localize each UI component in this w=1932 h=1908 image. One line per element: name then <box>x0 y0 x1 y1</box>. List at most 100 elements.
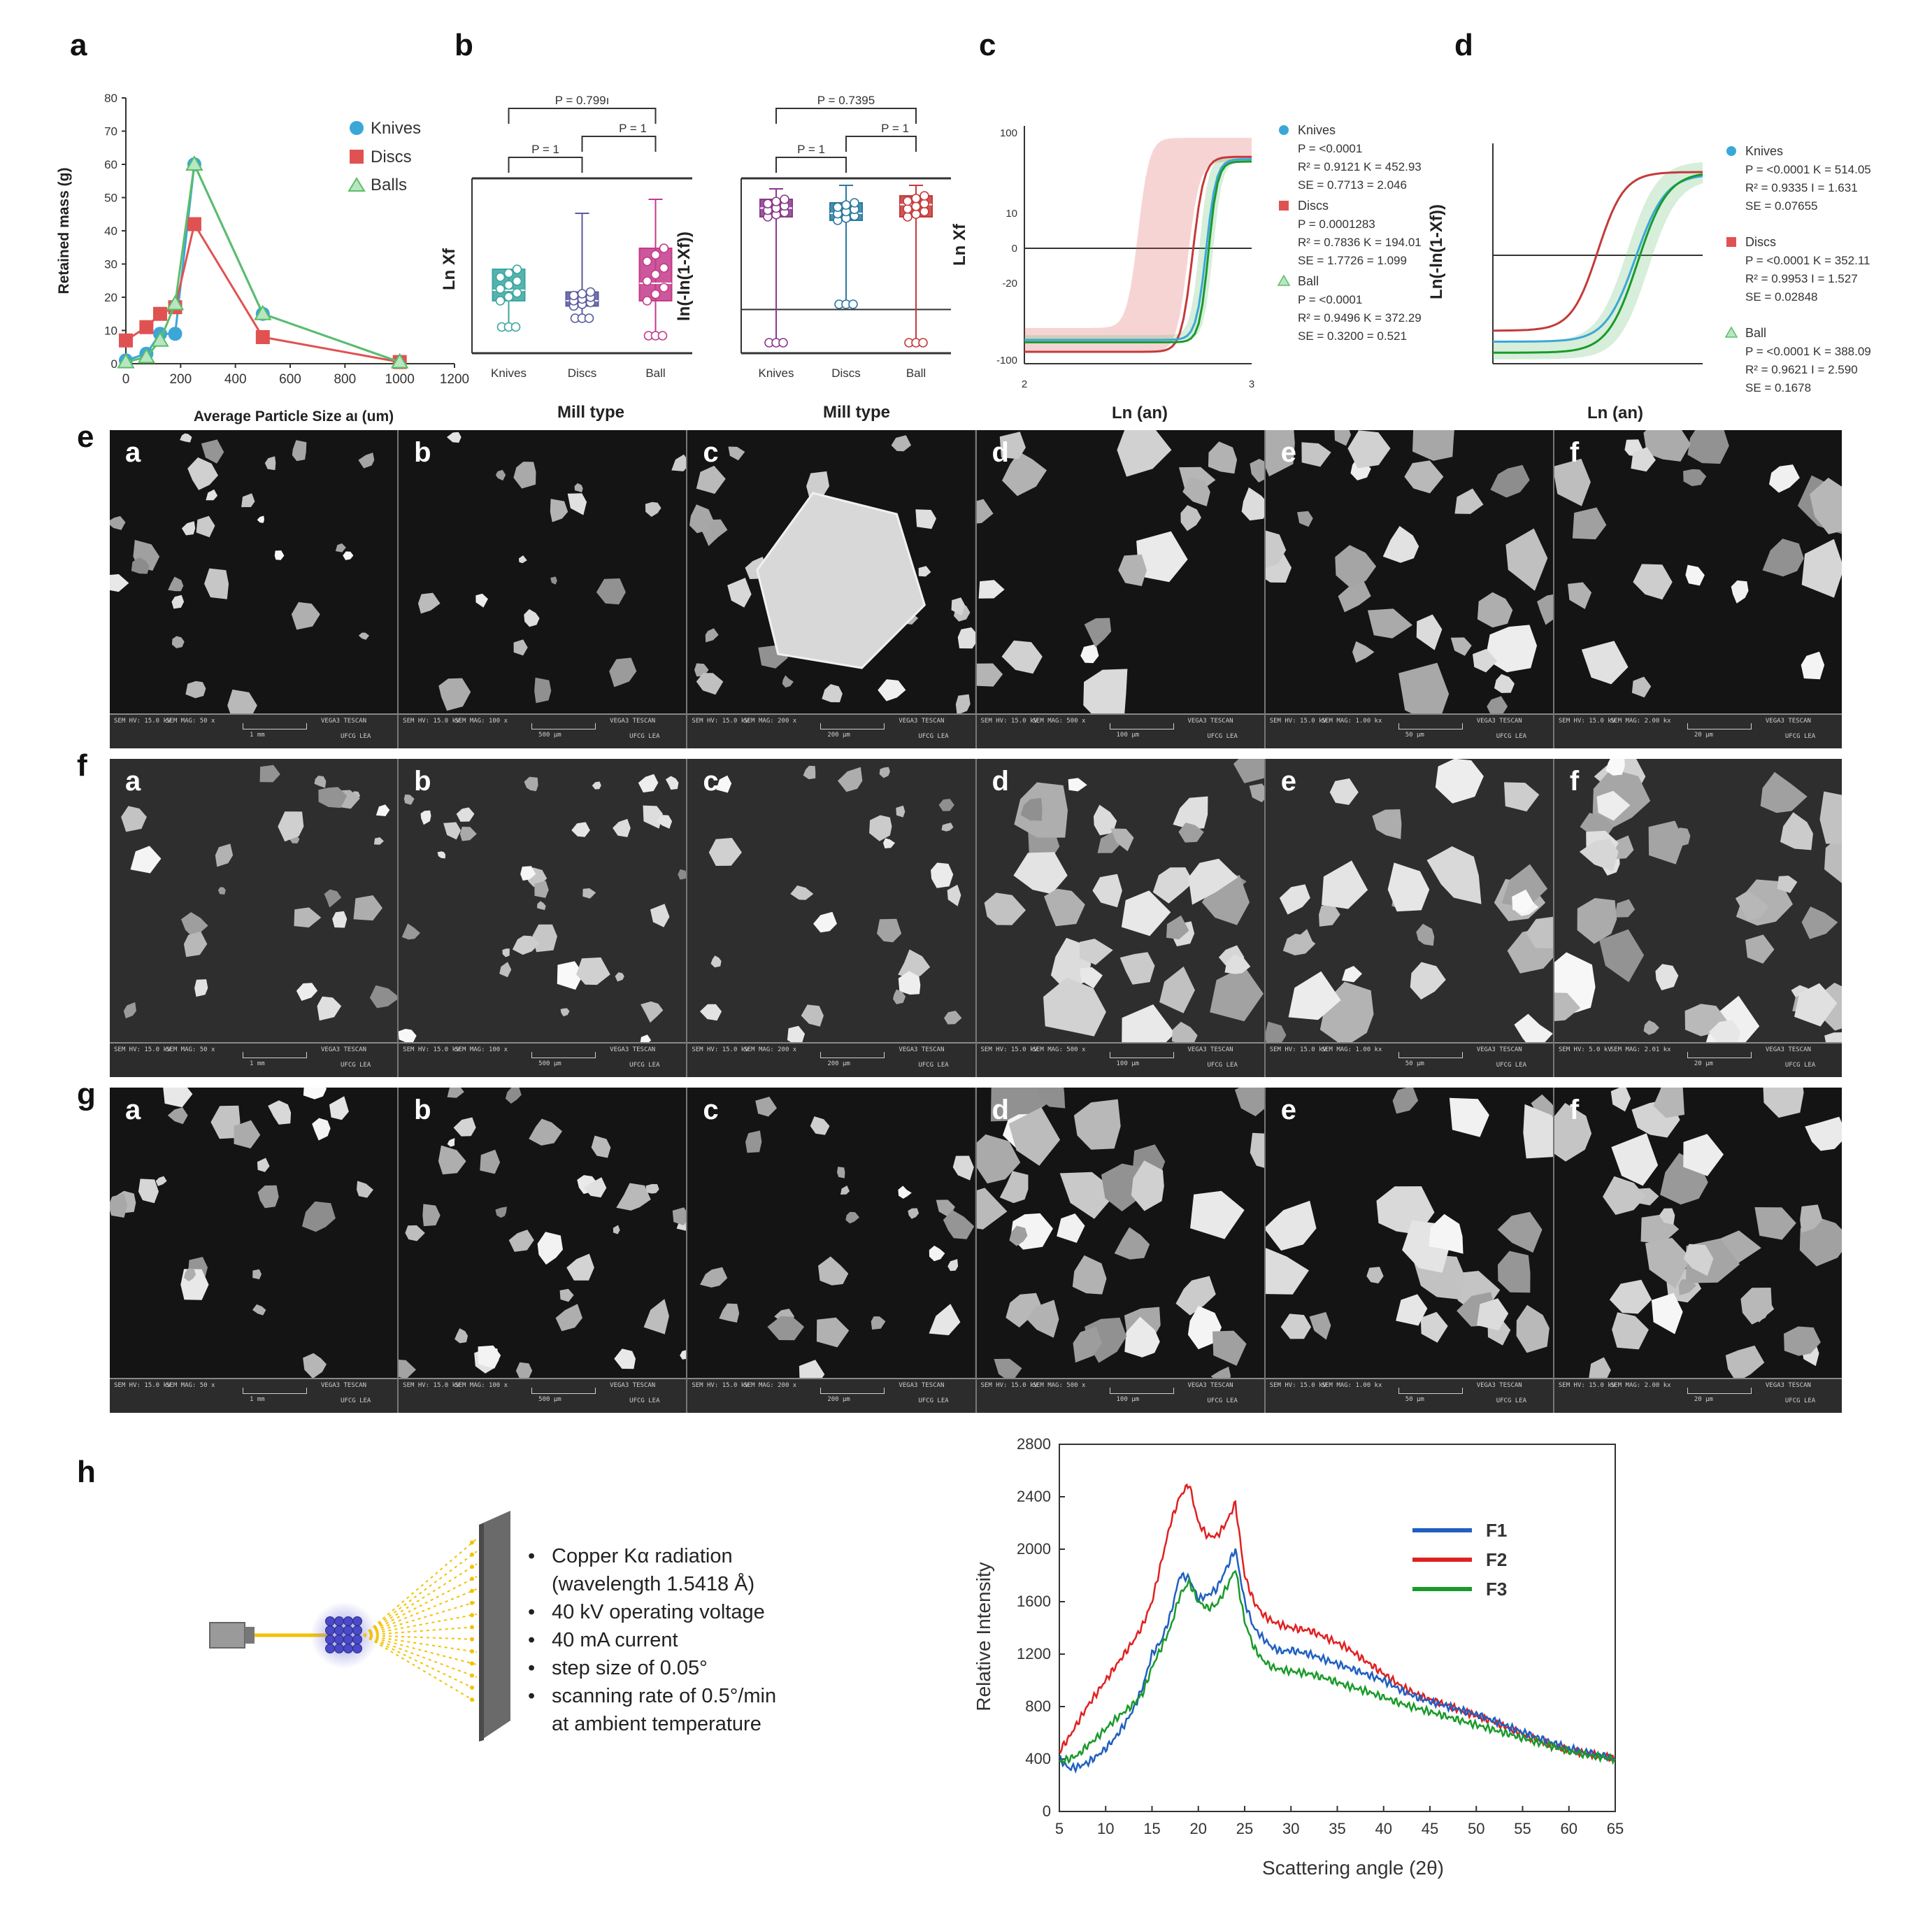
sem-particle <box>943 1210 975 1239</box>
sem-particle <box>437 851 446 859</box>
legend-balls-marker <box>348 177 366 192</box>
sem-particle <box>958 627 975 649</box>
legend-f1-label: F1 <box>1486 1520 1507 1541</box>
sem-scale-bar <box>1398 1052 1463 1058</box>
sem-micrograph <box>687 430 975 715</box>
sem-footer-lab: UFCG LEA <box>1207 733 1238 740</box>
sem-image-f-b: b SEM HV: 15.0 kV SEM MAG: 100 x VEGA3 TESC… <box>399 759 688 1077</box>
legend-stat-line: R² = 0.9121 K = 452.93 <box>1298 160 1422 173</box>
sem-particle <box>399 1029 417 1044</box>
sem-footer-mag: SEM MAG: 2.00 kx <box>1610 1382 1671 1389</box>
diffracted-ray <box>363 1635 478 1690</box>
sem-particle <box>1708 1020 1741 1044</box>
sem-particle <box>524 608 540 627</box>
legend-marker-knives <box>1726 146 1736 156</box>
sem-particle <box>941 823 954 832</box>
sem-scale-bar <box>243 723 307 729</box>
sem-particle <box>719 1303 740 1323</box>
sem-particle <box>1019 797 1043 821</box>
sem-particle <box>1079 967 1103 989</box>
sem-particle <box>645 1183 659 1194</box>
sample-atom <box>343 1644 353 1653</box>
sem-image-g-f: f SEM HV: 15.0 kV SEM MAG: 2.00 kx VEGA3 TE… <box>1554 1088 1842 1413</box>
sem-particle <box>418 592 441 614</box>
sem-particle <box>513 935 540 955</box>
sem-particle <box>1643 430 1691 462</box>
box-data-point <box>584 313 594 323</box>
sem-particle <box>1631 447 1656 472</box>
legend-label-discs: Discs <box>1745 235 1776 249</box>
sem-particle <box>877 918 902 943</box>
sem-footer-hv: SEM HV: 15.0 kV <box>692 718 749 725</box>
sem-scale-bar <box>820 1052 885 1058</box>
sem-particle <box>1554 1102 1591 1162</box>
sample-atom <box>352 1635 362 1644</box>
sem-particle <box>1412 430 1454 461</box>
sem-footer-hv: SEM HV: 15.0 kV <box>980 718 1038 725</box>
sem-particle <box>204 568 229 599</box>
sem-scale-bar <box>531 1388 596 1394</box>
p-value-label: P = 0.7395 <box>817 94 875 107</box>
sem-footer-scale: 500 μm <box>538 1396 561 1403</box>
sem-particle <box>1209 966 1264 1022</box>
sem-particle <box>1321 860 1368 909</box>
sem-particle <box>1124 1316 1160 1358</box>
sem-tile-label: a <box>125 1095 141 1125</box>
sem-particle <box>171 636 185 648</box>
sem-particle <box>976 663 1003 687</box>
sem-footer-lab: UFCG LEA <box>1496 1397 1527 1404</box>
sem-particle <box>1490 464 1530 498</box>
legend-stat-line: SE = 0.07655 <box>1745 199 1818 213</box>
sem-particle <box>1579 839 1619 871</box>
ray-hit-dot <box>470 1685 474 1690</box>
sem-particle <box>976 499 994 524</box>
sem-particle <box>1234 1088 1264 1116</box>
sem-particle <box>1172 796 1208 830</box>
sem-footer-scale: 200 μm <box>827 1396 850 1403</box>
box-data-point <box>642 276 652 286</box>
sem-particle <box>1605 759 1625 776</box>
series-line-f3 <box>1059 1569 1616 1765</box>
y-tick-label: 0 <box>1043 1802 1051 1820</box>
sem-footer-lab: UFCG LEA <box>1496 1062 1527 1069</box>
significance-bracket <box>775 108 917 124</box>
xrd-condition: (wavelength 1.5418 Å) <box>552 1573 755 1595</box>
sem-particle <box>1449 1097 1489 1137</box>
fit-curve-discs <box>1024 155 1252 353</box>
y-tick-label: 10 <box>1006 208 1017 220</box>
sem-particle <box>264 456 276 471</box>
box-data-point <box>911 209 921 220</box>
sem-info-bar: SEM HV: 5.0 kV SEM MAG: 2.01 kx VEGA3 TESC… <box>1554 1042 1842 1077</box>
sem-particle <box>1265 1248 1309 1295</box>
sem-tile-label: f <box>1569 766 1580 797</box>
sem-footer-brand: VEGA3 TESCAN <box>321 1046 367 1053</box>
y-tick-label: 0 <box>1012 243 1017 255</box>
sem-particle <box>1188 858 1238 905</box>
sem-particle <box>358 453 375 469</box>
sem-particle <box>181 521 196 536</box>
sem-micrograph <box>110 430 398 715</box>
y-tick-label: 80 <box>104 92 117 105</box>
chart-b1-xlabel: Mill type <box>557 403 624 422</box>
sem-image-f-d: d SEM HV: 15.0 kV SEM MAG: 500 x VEGA3 TESC… <box>976 759 1266 1077</box>
sem-particle <box>1178 823 1204 843</box>
sem-particle <box>1296 511 1313 527</box>
sem-particle <box>155 1176 167 1186</box>
sem-particle <box>508 1230 534 1252</box>
sem-particle <box>234 1120 261 1148</box>
sem-particle <box>180 433 192 443</box>
sem-particle <box>1082 669 1127 715</box>
sem-particle <box>1497 1251 1531 1293</box>
sample-glow <box>310 1602 378 1669</box>
sem-footer-lab: UFCG LEA <box>918 1062 949 1069</box>
sem-particle <box>801 1004 824 1027</box>
data-point-balls <box>151 331 169 347</box>
box-data-point <box>585 287 596 297</box>
sem-footer-scale: 50 μm <box>1405 1060 1424 1067</box>
sem-particle <box>1725 1345 1765 1379</box>
sem-particle <box>303 1088 327 1099</box>
sem-particle <box>399 1360 417 1379</box>
sem-particle <box>680 1350 687 1360</box>
p-value-label: P = 1 <box>797 143 825 156</box>
